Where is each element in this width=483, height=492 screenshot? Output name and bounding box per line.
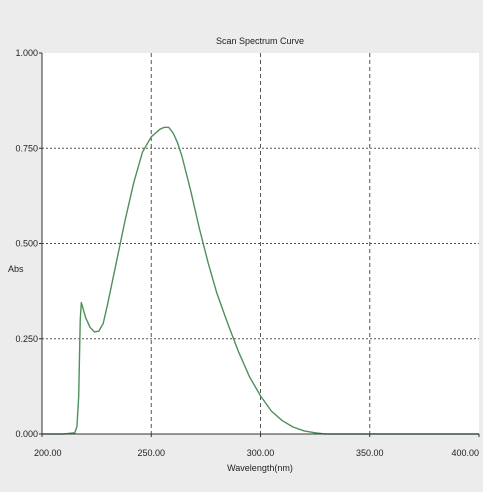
y-tick-label: 0.250 xyxy=(15,334,38,344)
x-tick-label: 400.00 xyxy=(451,448,479,458)
y-tick-label: 0.500 xyxy=(15,239,38,249)
tick-layer: 0.000 0.250 0.500 0.750 1.000 200.00 250.00 300… xyxy=(15,48,480,458)
y-tick-label: 0.000 xyxy=(15,429,38,439)
x-tick-label: 350.00 xyxy=(356,448,384,458)
x-axis-title: Wavelength(nm) xyxy=(227,463,293,473)
series-layer xyxy=(42,126,479,435)
absorbance-series-line xyxy=(42,126,479,435)
y-axis-title: Abs xyxy=(8,264,24,274)
x-tick-label: 250.00 xyxy=(137,448,165,458)
x-tick-label: 300.00 xyxy=(247,448,275,458)
x-tick-label: 200.00 xyxy=(34,448,62,458)
y-tick-label: 1.000 xyxy=(15,48,38,58)
chart-title: Scan Spectrum Curve xyxy=(216,36,304,46)
y-tick-label: 0.750 xyxy=(15,143,38,153)
grid-layer xyxy=(42,53,479,434)
